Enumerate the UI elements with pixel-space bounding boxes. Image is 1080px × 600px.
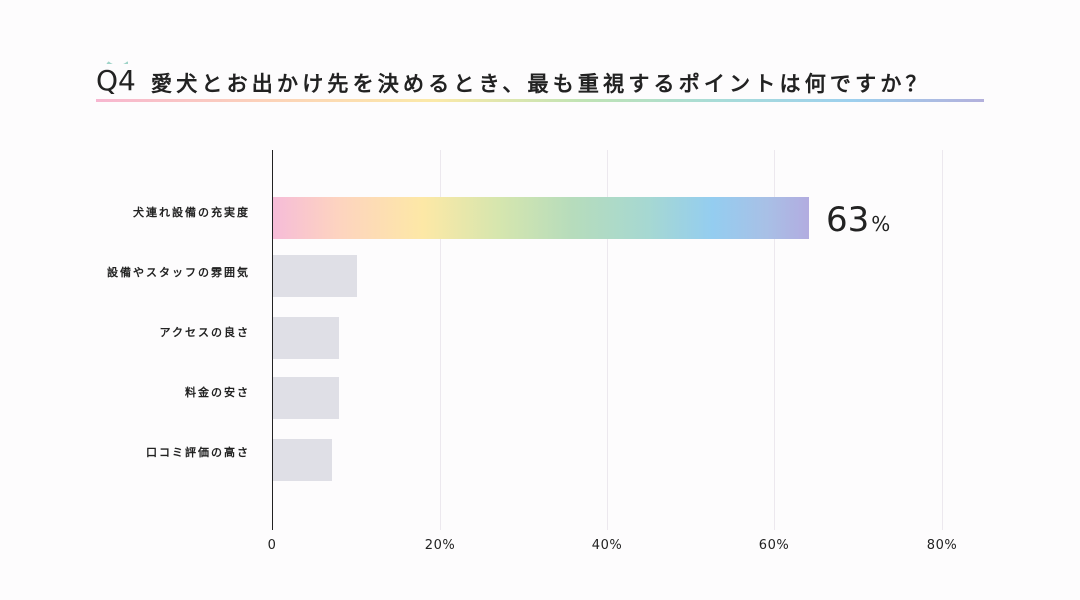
bar [273,255,357,297]
x-tick-label: 80% [926,538,958,553]
x-tick-label: 60% [758,538,790,553]
title-underline [96,99,984,102]
value-number: 63 [826,200,870,240]
gridline-60 [774,150,775,530]
x-tick-label: 40% [591,538,623,553]
bar-highlighted [273,197,809,239]
bar [273,377,339,419]
category-label: 口コミ評価の高さ [146,446,250,459]
category-label: 犬連れ設備の充実度 [133,206,250,219]
bar [273,317,339,359]
gridline-80 [942,150,943,530]
chart-title-block: Q4 愛犬とお出かけ先を決めるとき、最も重視するポイントは何ですか？ [96,58,984,102]
category-label: 設備やスタッフの雰囲気 [107,266,250,279]
y-axis-line [272,150,273,530]
x-tick-label: 20% [424,538,456,553]
bar [273,439,332,481]
value-unit: % [871,212,891,236]
gridline-20 [440,150,441,530]
category-label: アクセスの良さ [159,326,250,339]
category-label: 料金の安さ [185,386,250,399]
x-tick-label: 0 [267,538,277,553]
gridline-40 [607,150,608,530]
highlight-value-label: 63% [826,200,890,240]
chart-title: 愛犬とお出かけ先を決めるとき、最も重視するポイントは何ですか？ [151,72,931,96]
question-number: Q4 [96,64,136,97]
